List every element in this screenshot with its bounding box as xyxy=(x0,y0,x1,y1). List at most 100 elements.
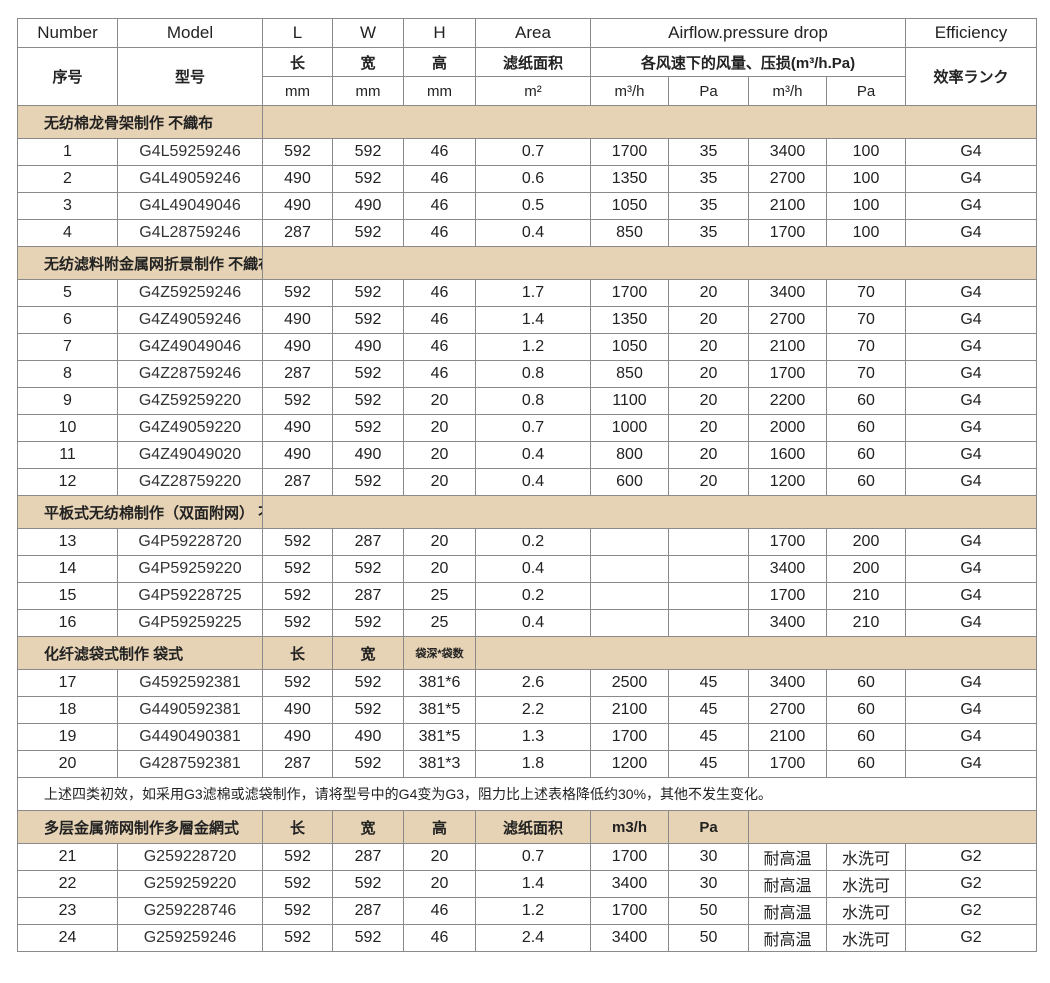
unit: m³/h xyxy=(590,76,669,106)
section-filler xyxy=(262,495,1037,529)
col-l-cn: 长 xyxy=(262,47,333,77)
section-title: 无纺滤料附金属网折景制作 不織布金網付折型 xyxy=(17,246,263,280)
unit: mm xyxy=(262,76,333,106)
table-cell: 耐高温 xyxy=(748,924,827,952)
table-row: 10 G4Z49059220 490 592 20 0.7 1000 20 2000 60 G4 xyxy=(17,414,1037,442)
table-cell: 46 xyxy=(403,219,476,247)
table-cell: 15 xyxy=(17,582,118,610)
table-cell: 3400 xyxy=(590,870,669,898)
table-row: 2 G4L49059246 490 592 46 0.6 1350 35 2700 100 G4 xyxy=(17,165,1037,193)
table-cell: G4 xyxy=(905,555,1037,583)
table-cell: G4L49059246 xyxy=(117,165,263,193)
section-title: 平板式无纺棉制作（双面附网） 不織布フラット型（両面金網付） xyxy=(17,495,263,529)
table-cell: 23 xyxy=(17,897,118,925)
table-cell: 1600 xyxy=(748,441,827,469)
table-cell: G4 xyxy=(905,669,1037,697)
table-cell: 1200 xyxy=(748,468,827,496)
col-airflow-cn: 各风速下的风量、压损(m³/h.Pa) xyxy=(590,47,906,77)
section-header: 无纺棉龙骨架制作 不織布 xyxy=(17,105,1037,139)
col-number: Number xyxy=(17,18,118,48)
table-cell: G4Z28759246 xyxy=(117,360,263,388)
table-cell: 592 xyxy=(332,360,404,388)
table-cell: G4Z59259220 xyxy=(117,387,263,415)
table-cell: 耐高温 xyxy=(748,843,827,871)
table-cell: 耐高温 xyxy=(748,870,827,898)
table-cell: G4 xyxy=(905,468,1037,496)
table-cell xyxy=(590,582,669,610)
table-cell: 45 xyxy=(668,723,749,751)
table-cell: 35 xyxy=(668,138,749,166)
table-cell: 592 xyxy=(262,924,333,952)
col-w: W xyxy=(332,18,404,48)
table-cell: 1700 xyxy=(590,843,669,871)
table-cell: 3400 xyxy=(590,924,669,952)
table-cell: 3400 xyxy=(748,609,827,637)
table-cell: 100 xyxy=(826,138,906,166)
table-cell: 0.2 xyxy=(475,582,591,610)
table-cell: 1.7 xyxy=(475,279,591,307)
table-cell: 381*5 xyxy=(403,696,476,724)
table-cell: 592 xyxy=(332,306,404,334)
table-cell: 0.5 xyxy=(475,192,591,220)
section-header: 化纤滤袋式制作 袋式长宽袋深*袋数 xyxy=(17,636,1037,670)
table-cell: 35 xyxy=(668,165,749,193)
table-cell: 287 xyxy=(332,582,404,610)
table-cell: 592 xyxy=(332,279,404,307)
note-row: 上述四类初效，如采用G3滤棉或滤袋制作，请将型号中的G4变为G3，阻力比上述表格… xyxy=(17,777,1037,811)
table-cell: 2.6 xyxy=(475,669,591,697)
table-cell: 210 xyxy=(826,582,906,610)
table-cell: 0.7 xyxy=(475,414,591,442)
table-cell: 35 xyxy=(668,219,749,247)
table-row: 9 G4Z59259220 592 592 20 0.8 1100 20 2200 60 G4 xyxy=(17,387,1037,415)
table-cell: 20 xyxy=(403,468,476,496)
table-cell: 20 xyxy=(668,468,749,496)
table-cell: 2100 xyxy=(748,723,827,751)
table-cell: 0.4 xyxy=(475,219,591,247)
table-cell: 60 xyxy=(826,669,906,697)
table-cell: 287 xyxy=(332,843,404,871)
table-cell: 20 xyxy=(403,387,476,415)
table-cell: 0.4 xyxy=(475,468,591,496)
table-cell: 592 xyxy=(262,138,333,166)
table-cell: G2 xyxy=(905,897,1037,925)
table-cell: G4490490381 xyxy=(117,723,263,751)
table-cell: 1.4 xyxy=(475,870,591,898)
table-cell: 12 xyxy=(17,468,118,496)
table-cell: 0.6 xyxy=(475,165,591,193)
table-cell: 1350 xyxy=(590,165,669,193)
table-cell xyxy=(590,555,669,583)
table-cell: 592 xyxy=(262,528,333,556)
table-cell: 20 xyxy=(668,279,749,307)
col-h-cn: 高 xyxy=(403,47,476,77)
table-cell: 2100 xyxy=(748,333,827,361)
table-row: 18 G4490592381 490 592 381*5 2.2 2100 45 2700 60 G… xyxy=(17,696,1037,724)
table-cell: G4 xyxy=(905,192,1037,220)
table-cell: 100 xyxy=(826,165,906,193)
table-cell: 1350 xyxy=(590,306,669,334)
table-cell: 水洗可 xyxy=(826,870,906,898)
table-cell: 592 xyxy=(262,582,333,610)
table-cell: 17 xyxy=(17,669,118,697)
table-cell: 11 xyxy=(17,441,118,469)
table-cell: G4 xyxy=(905,750,1037,778)
header-row-en: Number Model L W H Area Airflow.pressure… xyxy=(17,18,1037,48)
table-cell: 850 xyxy=(590,360,669,388)
table-cell: 60 xyxy=(826,468,906,496)
table-cell: 200 xyxy=(826,555,906,583)
section-col-label: 滤纸面积 xyxy=(475,810,591,844)
table-cell xyxy=(668,582,749,610)
table-cell: 3400 xyxy=(748,279,827,307)
table-cell: 381*6 xyxy=(403,669,476,697)
table-cell: 600 xyxy=(590,468,669,496)
section-col-label: 袋深*袋数 xyxy=(403,636,476,670)
table-cell: 20 xyxy=(403,414,476,442)
table-cell: 287 xyxy=(262,219,333,247)
table-cell: 490 xyxy=(262,306,333,334)
table-cell: 5 xyxy=(17,279,118,307)
table-cell: 490 xyxy=(262,441,333,469)
table-cell: 592 xyxy=(332,138,404,166)
table-cell: 30 xyxy=(668,843,749,871)
table-cell: G259228720 xyxy=(117,843,263,871)
section-filler xyxy=(475,636,1037,670)
table-cell: 287 xyxy=(262,750,333,778)
